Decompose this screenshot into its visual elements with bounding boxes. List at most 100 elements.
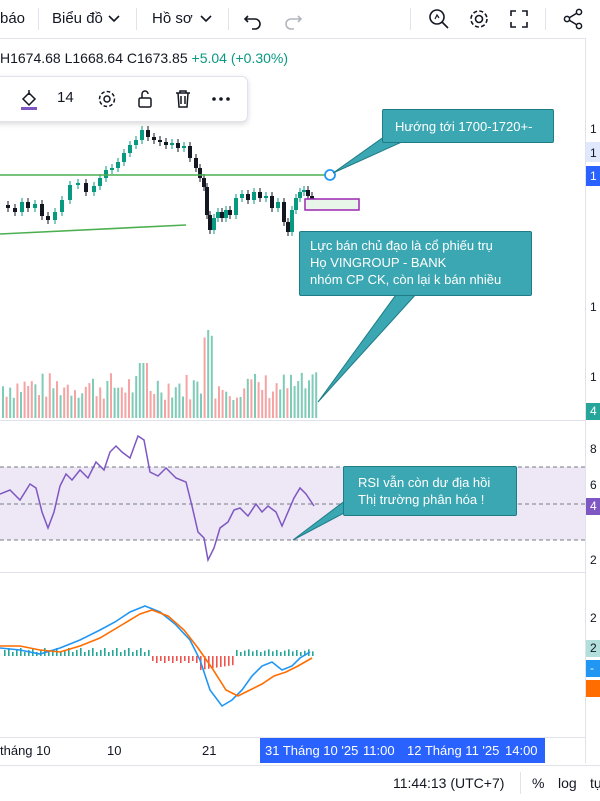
macd-histogram-bar bbox=[92, 648, 94, 656]
macd-histogram-bar bbox=[184, 656, 186, 661]
volume-bar bbox=[153, 393, 156, 418]
volume-bar bbox=[210, 335, 213, 418]
volume-bar bbox=[95, 396, 98, 418]
callout-selling-line: Họ VINGROUP - BANK bbox=[310, 255, 447, 270]
volume-bar bbox=[246, 378, 249, 418]
candle-body bbox=[164, 142, 168, 145]
macd-histogram-bar bbox=[108, 652, 110, 656]
candle-body bbox=[234, 198, 238, 215]
axis-label: 2 bbox=[590, 611, 597, 625]
axis-label: 4 bbox=[590, 499, 597, 513]
anchor-point bbox=[324, 169, 336, 181]
volume-bar bbox=[142, 363, 145, 418]
volume-bar bbox=[48, 373, 51, 418]
redo-icon[interactable] bbox=[280, 6, 306, 32]
auto-scale-toggle[interactable]: tự bbox=[590, 775, 600, 791]
candle-body bbox=[170, 143, 174, 145]
undo-icon[interactable] bbox=[240, 6, 266, 32]
macd-line bbox=[0, 605, 311, 708]
candle-body bbox=[224, 210, 228, 218]
volume-bar bbox=[178, 383, 181, 418]
macd-histogram-bar bbox=[248, 649, 250, 656]
top-toolbar: báo Biểu đồ Hồ sơ bbox=[0, 0, 600, 39]
percent-scale-toggle[interactable]: % bbox=[532, 775, 545, 791]
volume-bar bbox=[221, 390, 224, 418]
candle-body bbox=[208, 215, 212, 230]
candle-body bbox=[116, 162, 120, 168]
volume-bar bbox=[146, 363, 148, 418]
volume-bar bbox=[174, 387, 177, 418]
toolbar-divider bbox=[545, 8, 546, 30]
callout-selling[interactable]: Lực bán chủ đạo là cổ phiếu trụ Họ VINGR… bbox=[299, 231, 532, 296]
macd-histogram-bar bbox=[124, 650, 126, 656]
volume-bar bbox=[106, 380, 109, 418]
macd-histogram-bar bbox=[136, 650, 138, 656]
volume-bar bbox=[272, 391, 274, 418]
macd-histogram-bar bbox=[304, 650, 306, 656]
profile-menu[interactable]: Hồ sơ bbox=[152, 10, 193, 27]
clock[interactable]: 11:44:13 (UTC+7) bbox=[393, 775, 505, 791]
macd-histogram-bar bbox=[168, 656, 170, 661]
toolbar-item-alerts[interactable]: báo bbox=[0, 10, 26, 27]
candle-body bbox=[258, 192, 262, 198]
unlock-icon[interactable] bbox=[133, 87, 157, 111]
settings-icon[interactable] bbox=[95, 87, 119, 111]
toolbar-divider bbox=[410, 8, 411, 30]
more-options-icon[interactable] bbox=[209, 87, 233, 111]
fill-color-icon[interactable] bbox=[17, 87, 41, 111]
signal-line bbox=[0, 609, 313, 697]
macd-histogram-bar bbox=[216, 656, 218, 668]
volume-bar bbox=[311, 374, 314, 418]
chart-type-menu[interactable]: Biểu đồ bbox=[52, 10, 103, 27]
share-icon[interactable] bbox=[560, 6, 586, 32]
macd-histogram-bar bbox=[20, 648, 22, 656]
macd-histogram-bar bbox=[132, 652, 134, 656]
time-label: 11:00 bbox=[363, 743, 395, 758]
macd-histogram-bar bbox=[164, 656, 166, 663]
macd-histogram-bar bbox=[224, 656, 226, 667]
candle-body bbox=[212, 218, 216, 230]
candle-body bbox=[20, 202, 24, 212]
candle-body bbox=[6, 205, 10, 208]
time-range-highlight: 31 Tháng 10 '25 11:00 12 Tháng 11 '25 14… bbox=[260, 738, 545, 763]
callout-target[interactable]: Hướng tới 1700-1720+- bbox=[382, 109, 554, 143]
quick-search-icon[interactable] bbox=[426, 6, 452, 32]
volume-bar bbox=[66, 384, 69, 418]
axis-label: 1 bbox=[590, 300, 597, 314]
macd-histogram-bar bbox=[128, 648, 130, 656]
gear-icon[interactable] bbox=[466, 6, 492, 32]
macd-histogram-bar bbox=[64, 650, 66, 656]
axis-label-box bbox=[586, 660, 600, 677]
trash-icon[interactable] bbox=[171, 87, 195, 111]
time-label: 21 bbox=[202, 743, 217, 758]
time-axis[interactable]: tháng 10 10 21 31 Tháng 10 '25 11:00 12 … bbox=[0, 737, 585, 764]
axis-label-box bbox=[586, 403, 600, 420]
axis-label-box bbox=[586, 498, 600, 515]
macd-histogram-bar bbox=[284, 650, 286, 656]
candle-body bbox=[282, 202, 286, 222]
line-width-value[interactable]: 14 bbox=[57, 89, 74, 106]
fullscreen-icon[interactable] bbox=[506, 6, 532, 32]
volume-bar bbox=[81, 393, 84, 418]
axis-label-box bbox=[586, 640, 600, 657]
volume-bar bbox=[99, 387, 102, 418]
macd-histogram-bar bbox=[96, 652, 98, 656]
macd-histogram-bar bbox=[204, 656, 206, 670]
ohlc-legend: H1674.68 L1668.64 C1673.85 +5.04 (+0.30%… bbox=[0, 50, 288, 66]
axis-label: 1 bbox=[590, 370, 597, 384]
volume-bar bbox=[102, 398, 105, 418]
price-axis[interactable] bbox=[585, 38, 600, 763]
volume-bar bbox=[16, 383, 19, 418]
pane-divider bbox=[0, 572, 585, 573]
macd-histogram-bar bbox=[212, 656, 214, 669]
candle-body bbox=[146, 130, 150, 137]
macd-histogram-bar bbox=[312, 651, 314, 656]
axis-label-box bbox=[586, 142, 600, 162]
volume-bar bbox=[293, 386, 296, 418]
callout-rsi[interactable]: RSI vẫn còn dư địa hồi Thị trường phân h… bbox=[343, 466, 517, 516]
volume-bar bbox=[182, 396, 184, 418]
candle-body bbox=[176, 143, 180, 148]
macd-histogram-bar bbox=[112, 650, 114, 656]
log-scale-toggle[interactable]: log bbox=[558, 775, 577, 791]
volume-bar bbox=[282, 374, 285, 418]
